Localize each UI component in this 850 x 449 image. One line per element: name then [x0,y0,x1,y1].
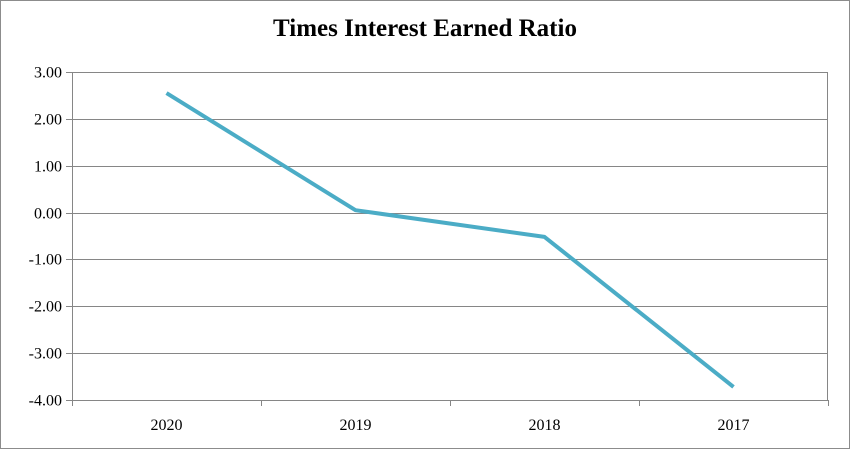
y-tick-label: -3.00 [29,346,62,363]
y-tick-labels: 3.00 2.00 1.00 0.00 -1.00 -2.00 -3.00 -4.00 [29,65,62,410]
y-tick-label: 2.00 [34,112,62,129]
y-tick-label: 3.00 [34,65,62,82]
y-tick-label: -2.00 [29,299,62,316]
y-tick-label: 0.00 [34,206,62,223]
x-tick-labels: 2020 2019 2018 2017 [151,417,750,434]
series [165,91,735,389]
chart-title: Times Interest Earned Ratio [273,15,577,42]
x-tick-label: 2019 [340,417,372,434]
y-tick-label: -1.00 [29,252,62,269]
axes [66,72,829,406]
gridlines [72,72,828,401]
series-line [165,91,735,389]
x-tick-label: 2017 [718,417,750,434]
x-tick-label: 2020 [151,417,183,434]
x-tick-label: 2018 [529,417,561,434]
y-tick-label: 1.00 [34,159,62,176]
y-tick-label: -4.00 [29,393,62,410]
